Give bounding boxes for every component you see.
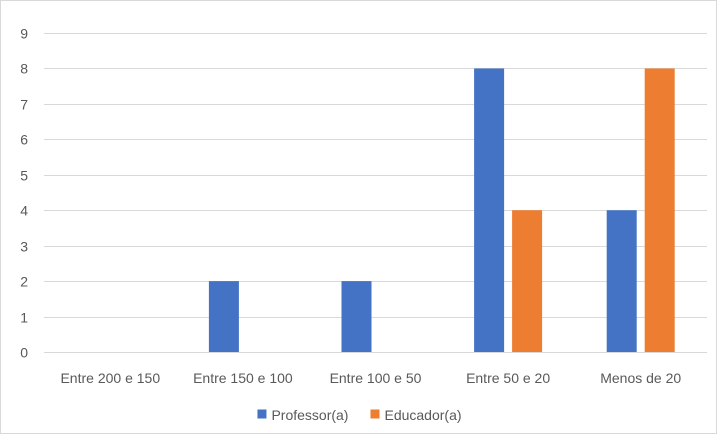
bar-educador-a--3 bbox=[512, 210, 542, 352]
y-axis-ticks: 0 1 2 3 4 5 6 7 8 9 bbox=[20, 26, 28, 361]
x-axis-ticks: Entre 200 e 150 Entre 150 e 100 Entre 100 … bbox=[60, 370, 681, 386]
bar-professor-a--4 bbox=[607, 210, 637, 352]
legend-label-0: Professor(a) bbox=[271, 407, 348, 423]
bar-educador-a--4 bbox=[645, 68, 675, 352]
x-tick-label-3: Entre 50 e 20 bbox=[466, 370, 550, 386]
bar-professor-a--2 bbox=[342, 281, 372, 352]
legend-swatch-1 bbox=[370, 410, 379, 419]
legend: Professor(a) Educador(a) bbox=[257, 407, 461, 423]
y-tick-label-9: 9 bbox=[20, 26, 28, 42]
y-tick-label-4: 4 bbox=[20, 203, 28, 219]
y-tick-label-6: 6 bbox=[20, 132, 28, 148]
bar-professor-a--3 bbox=[474, 68, 504, 352]
legend-swatch-0 bbox=[257, 410, 266, 419]
x-tick-label-1: Entre 150 e 100 bbox=[193, 370, 293, 386]
y-tick-label-8: 8 bbox=[20, 61, 28, 77]
y-tick-label-0: 0 bbox=[20, 345, 28, 361]
bar-professor-a--1 bbox=[209, 281, 239, 352]
x-tick-label-0: Entre 200 e 150 bbox=[60, 370, 160, 386]
y-tick-label-1: 1 bbox=[20, 310, 28, 326]
y-tick-label-3: 3 bbox=[20, 239, 28, 255]
y-tick-label-2: 2 bbox=[20, 274, 28, 290]
legend-label-1: Educador(a) bbox=[384, 407, 461, 423]
x-tick-label-4: Menos de 20 bbox=[600, 370, 681, 386]
y-tick-label-5: 5 bbox=[20, 168, 28, 184]
x-tick-label-2: Entre 100 e 50 bbox=[330, 370, 422, 386]
y-tick-label-7: 7 bbox=[20, 97, 28, 113]
